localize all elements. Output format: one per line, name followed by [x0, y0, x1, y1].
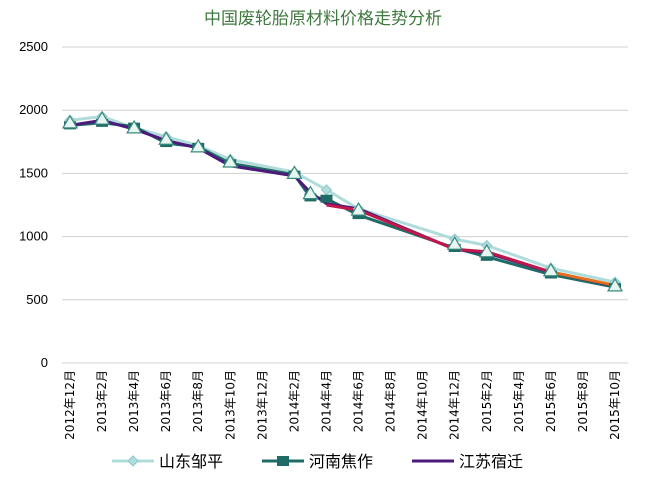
grid-lines — [62, 46, 628, 364]
x-tick-label: 2013年2月 — [95, 370, 109, 432]
legend-label: 江苏宿迁 — [459, 452, 523, 471]
series-line — [69, 115, 616, 284]
x-tick-label: 2015年2月 — [480, 370, 494, 432]
y-tick-label: 1500 — [19, 165, 48, 180]
data-point-triangle — [446, 235, 463, 250]
data-point-triangle — [61, 114, 79, 129]
legend: 山东邹平 河南焦作 江苏宿迁 — [112, 452, 523, 471]
chart-title: 中国废轮胎原材料价格走势分析 — [204, 9, 442, 29]
y-tick-label: 0 — [41, 355, 48, 370]
legend-label: 山东邹平 — [159, 452, 223, 471]
y-axis-ticks: 0 500 1000 1500 2000 2500 — [19, 39, 48, 370]
x-tick-label: 2013年8月 — [191, 370, 205, 432]
x-tick-label: 2013年12月 — [255, 370, 269, 440]
x-tick-label: 2015年8月 — [576, 370, 590, 432]
y-tick-label: 500 — [26, 292, 48, 307]
y-tick-label: 2000 — [19, 102, 48, 117]
data-point-triangle — [606, 277, 624, 292]
x-tick-label: 2014年10月 — [416, 370, 430, 440]
x-tick-label: 2013年6月 — [159, 370, 173, 432]
legend-label: 河南焦作 — [309, 452, 373, 471]
legend-marker-diamond — [127, 455, 139, 467]
data-point-triangle — [302, 185, 319, 200]
x-tick-label: 2014年2月 — [287, 370, 301, 432]
data-point-square — [320, 194, 333, 203]
data-point-triangle — [190, 138, 207, 153]
x-tick-label: 2014年12月 — [448, 370, 462, 440]
data-point-triangle — [158, 131, 175, 145]
x-tick-label: 2013年4月 — [127, 370, 141, 432]
x-axis-ticks: 2012年12月 2013年2月 2013年4月 2013年6月 2013年8月 2013… — [63, 370, 622, 440]
data-point-triangle — [126, 119, 143, 134]
x-tick-label: 2015年10月 — [608, 370, 622, 440]
x-tick-label: 2015年6月 — [544, 370, 558, 432]
legend-marker-square — [277, 456, 289, 466]
data-point-triangle — [94, 110, 111, 125]
x-tick-label: 2014年8月 — [384, 370, 398, 432]
y-tick-label: 1000 — [19, 229, 48, 244]
x-tick-label: 2014年4月 — [319, 370, 333, 432]
series-markers — [61, 110, 624, 292]
x-tick-label: 2015年4月 — [512, 370, 526, 432]
data-point-triangle — [350, 201, 367, 216]
x-tick-label: 2013年10月 — [223, 370, 237, 440]
data-point-triangle — [542, 262, 559, 277]
series-line-segment — [550, 270, 616, 287]
y-tick-label: 2500 — [19, 39, 48, 54]
data-point-triangle — [222, 153, 239, 168]
series-lines — [69, 115, 616, 289]
x-tick-label: 2014年6月 — [352, 370, 366, 432]
data-point-triangle — [478, 243, 495, 258]
x-tick-label: 2012年12月 — [63, 370, 77, 440]
data-point-triangle — [286, 165, 303, 179]
